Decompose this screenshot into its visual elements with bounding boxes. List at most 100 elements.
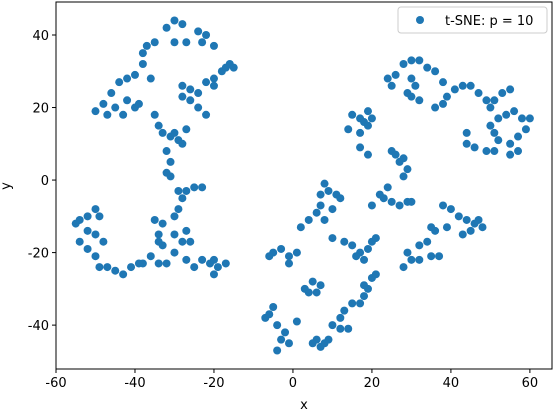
point [514,147,523,156]
point [316,190,325,199]
point [150,110,159,119]
point [391,70,400,79]
point [284,339,293,348]
point [182,186,191,195]
point [517,114,526,123]
point [399,154,408,163]
point [182,125,191,134]
point [174,186,183,195]
point [328,321,337,330]
point [190,263,199,272]
point [312,288,321,297]
point [154,121,163,130]
point [328,205,337,214]
point [442,223,451,232]
point [399,263,408,272]
point [506,150,515,159]
point [308,339,317,348]
point [154,230,163,239]
point [111,266,120,275]
point [198,255,207,264]
point [462,139,471,148]
point [265,252,274,261]
point [399,60,408,69]
point [202,31,211,40]
point [284,259,293,268]
point [352,252,361,261]
point [356,143,365,152]
point [360,255,369,264]
point [170,16,179,25]
x-tick-label: 0 [289,376,297,391]
legend-box [397,6,548,34]
point [150,38,159,47]
point [154,259,163,268]
point [186,85,195,94]
point [170,128,179,137]
point [462,128,471,137]
point [407,74,416,83]
point [162,23,171,32]
point [506,139,515,148]
point [431,103,440,112]
point [170,230,179,239]
x-tick-label: -40 [124,376,145,391]
point [423,237,432,246]
point [348,241,357,250]
point [427,252,436,261]
point [371,234,380,243]
point [119,270,128,279]
point [367,201,376,210]
point [308,277,317,286]
point [490,147,499,156]
point [178,92,187,101]
point [178,139,187,148]
point [367,114,376,123]
point [202,78,211,87]
point [415,56,424,65]
point [95,212,104,221]
point [99,237,108,246]
point [363,107,372,116]
y-tick-label: 20 [32,102,49,117]
point [356,128,365,137]
point [138,60,147,69]
point [439,99,448,108]
point [312,208,321,217]
point [209,74,218,83]
point [146,74,155,83]
point [190,183,199,192]
point [407,56,416,65]
point [83,212,92,221]
point [178,81,187,90]
point [162,147,171,156]
point [194,27,203,36]
point [399,172,408,181]
point [304,215,313,224]
point [395,201,404,210]
point [170,38,179,47]
point [209,41,218,50]
point [138,259,147,268]
point [450,85,459,94]
point [320,179,329,188]
point [486,103,495,112]
point [510,107,519,116]
point [209,81,218,90]
point [502,110,511,119]
point [91,252,100,261]
point [442,92,451,101]
point [277,244,286,253]
point [198,38,207,47]
point [439,78,448,87]
point [269,302,278,311]
point [494,136,503,145]
point [186,237,195,246]
point [174,205,183,214]
point [403,165,412,174]
point [123,96,132,105]
point [229,63,238,72]
point [273,346,282,355]
point [115,78,124,87]
